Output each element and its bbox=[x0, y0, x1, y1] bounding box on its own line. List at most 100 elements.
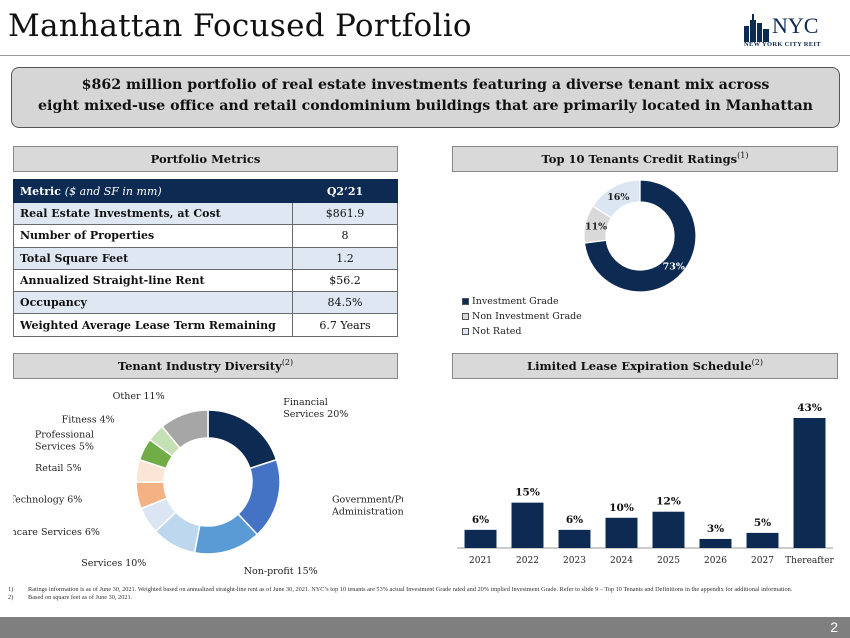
footnote: 2) Based on square feet as of June 30, 20… bbox=[8, 594, 838, 602]
legend-item: Investment Grade bbox=[462, 294, 582, 309]
bar-thereafter bbox=[793, 418, 826, 548]
summary-banner: $862 million portfolio of real estate in… bbox=[11, 67, 840, 128]
footnote-text: Ratings information is as of June 30, 20… bbox=[28, 586, 793, 593]
bar-data-label: 6% bbox=[472, 514, 489, 526]
bar-2023 bbox=[558, 529, 591, 548]
industry-label: Retail 5% bbox=[35, 463, 81, 474]
donut-data-label: 11% bbox=[585, 222, 607, 233]
industry-label: Professional bbox=[35, 430, 94, 441]
x-tick-label: 2026 bbox=[704, 556, 727, 566]
header-divider bbox=[0, 55, 850, 56]
logo-wordmark: NYC bbox=[772, 13, 819, 38]
credit-ratings-legend: Investment Grade Non Investment Grade Not … bbox=[462, 294, 582, 339]
industry-label: Services 5% bbox=[35, 442, 94, 453]
table-row: Weighted Average Lease Term Remaining 6.7… bbox=[13, 313, 398, 337]
industry-diversity-footnote-ref: (2) bbox=[281, 358, 294, 368]
portfolio-metrics-heading: Portfolio Metrics bbox=[13, 146, 398, 172]
footnote-text: Based on square feet as of June 30, 2021… bbox=[28, 594, 133, 602]
bar-2022 bbox=[511, 502, 544, 548]
bar-2026 bbox=[699, 538, 732, 548]
bar-data-label: 10% bbox=[609, 502, 634, 514]
bar-data-label: 6% bbox=[566, 514, 583, 526]
donut-slice-investment-grade bbox=[583, 179, 697, 293]
credit-ratings-heading: Top 10 Tenants Credit Ratings(1) bbox=[452, 146, 838, 172]
table-row: Annualized Straight-line Rent $56.2 bbox=[13, 268, 398, 293]
footnote-number: 2) bbox=[8, 594, 14, 602]
footnote: 1) Ratings information is as of June 30, … bbox=[8, 586, 838, 594]
metric-label: Occupancy bbox=[13, 291, 293, 315]
bar-data-label: 3% bbox=[707, 523, 724, 535]
metric-value: $56.2 bbox=[292, 268, 398, 293]
industry-label: Non-profit 15% bbox=[244, 566, 318, 577]
industry-label: Financial bbox=[283, 397, 328, 408]
metric-label: Number of Properties bbox=[13, 224, 293, 248]
banner-line-1: $862 million portfolio of real estate in… bbox=[81, 77, 770, 93]
industry-label: Other 11% bbox=[113, 391, 165, 402]
x-tick-label: 2021 bbox=[469, 556, 492, 566]
metric-column-note: ($ and SF in mm) bbox=[64, 184, 162, 198]
legend-item: Not Rated bbox=[462, 324, 582, 339]
metric-label: Total Square Feet bbox=[13, 246, 293, 270]
bar-data-label: 12% bbox=[656, 496, 681, 508]
bar-2027 bbox=[746, 532, 779, 548]
legend-label: Non Investment Grade bbox=[472, 311, 582, 322]
metric-column-label: Metric bbox=[20, 184, 61, 198]
x-tick-label: Thereafter bbox=[785, 556, 834, 566]
credit-ratings-footnote-ref: (1) bbox=[737, 151, 749, 161]
legend-swatch bbox=[462, 328, 469, 335]
industry-label: Services 10% bbox=[81, 558, 146, 569]
donut-slice-not-rated bbox=[591, 179, 641, 219]
portfolio-metrics-table: Metric ($ and SF in mm) Q2’21 Real Estat… bbox=[13, 179, 398, 337]
donut-slice-financial-services-20 bbox=[207, 409, 278, 470]
portfolio-metrics-heading-text: Portfolio Metrics bbox=[150, 152, 261, 166]
skyline-icon bbox=[744, 14, 769, 42]
x-tick-label: 2025 bbox=[657, 556, 680, 566]
industry-diversity-heading-text: Tenant Industry Diversity bbox=[117, 359, 282, 373]
metric-column-header: Metric ($ and SF in mm) bbox=[13, 179, 293, 203]
value-column-header: Q2’21 bbox=[292, 179, 398, 203]
x-tick-label: 2022 bbox=[516, 556, 539, 566]
lease-expiration-heading: Limited Lease Expiration Schedule(2) bbox=[452, 353, 838, 379]
industry-label: Administration 18% bbox=[331, 506, 403, 517]
x-tick-label: 2023 bbox=[563, 556, 586, 566]
bar-2021 bbox=[464, 529, 497, 548]
page-title: Manhattan Focused Portfolio bbox=[8, 8, 472, 44]
bar-data-label: 43% bbox=[797, 402, 822, 414]
credit-ratings-heading-text: Top 10 Tenants Credit Ratings bbox=[541, 152, 738, 166]
lease-expiration-bar-chart: 6% 2021 15% 2022 6% 2023 10% 2024 12% 2025 3% 2026 5… bbox=[457, 402, 835, 566]
industry-label: Services 20% bbox=[283, 409, 348, 420]
table-row: Number of Properties 8 bbox=[13, 224, 398, 248]
logo-tagline: NEW YORK CITY REIT bbox=[744, 41, 821, 48]
lease-expiration-heading-text: Limited Lease Expiration Schedule bbox=[527, 359, 752, 373]
bar-data-label: 15% bbox=[515, 487, 540, 499]
footnotes: 1) Ratings information is as of June 30, … bbox=[8, 586, 838, 603]
metric-value: 84.5% bbox=[292, 291, 398, 315]
metric-value: 6.7 Years bbox=[292, 313, 398, 337]
legend-item: Non Investment Grade bbox=[462, 309, 582, 324]
credit-ratings-donut-chart: 73% 11% 16% bbox=[583, 179, 697, 293]
x-tick-label: 2027 bbox=[751, 556, 774, 566]
banner-line-2: eight mixed-use office and retail condom… bbox=[38, 98, 813, 114]
industry-label: Fitness 4% bbox=[62, 415, 115, 426]
industry-label: Healthcare Services 6% bbox=[13, 527, 100, 538]
x-tick-label: 2024 bbox=[610, 556, 633, 566]
table-row: Occupancy 84.5% bbox=[13, 291, 398, 315]
footer-bar bbox=[0, 617, 850, 638]
donut-data-label: 16% bbox=[607, 192, 629, 203]
legend-swatch bbox=[462, 298, 469, 305]
metric-label: Annualized Straight-line Rent bbox=[13, 268, 293, 293]
bar-2025 bbox=[652, 511, 685, 548]
lease-expiration-footnote-ref: (2) bbox=[751, 358, 763, 368]
donut-slice-other-11 bbox=[161, 409, 209, 450]
table-header-row: Metric ($ and SF in mm) Q2’21 bbox=[13, 179, 398, 203]
legend-swatch bbox=[462, 313, 469, 320]
bar-2024 bbox=[605, 517, 638, 548]
metric-value: 1.2 bbox=[292, 246, 398, 270]
metric-label: Weighted Average Lease Term Remaining bbox=[13, 313, 293, 337]
industry-label: Government/Public bbox=[332, 494, 403, 505]
industry-diversity-heading: Tenant Industry Diversity(2) bbox=[13, 353, 398, 379]
legend-label: Not Rated bbox=[472, 326, 522, 337]
donut-data-label: 73% bbox=[663, 261, 685, 272]
footnote-number: 1) bbox=[8, 586, 14, 593]
